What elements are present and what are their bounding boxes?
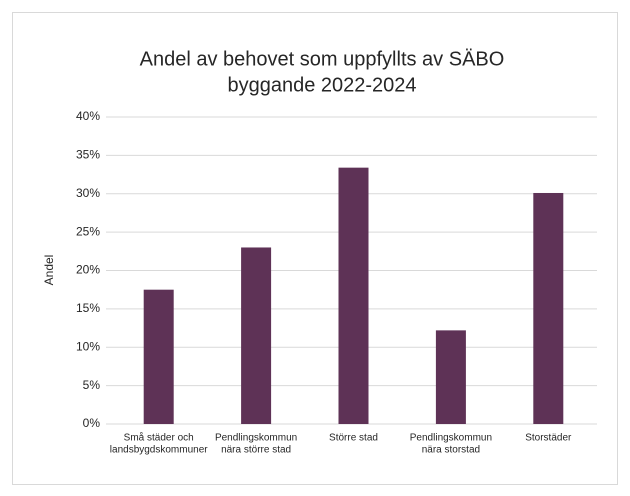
bar [338, 167, 369, 424]
x-tick-label: Små städer och [124, 432, 194, 444]
y-tick-label: 25% [76, 224, 100, 238]
y-axis-label: Andel [42, 255, 56, 286]
x-tick-label: nära större stad [221, 445, 291, 456]
y-tick-label: 0% [83, 416, 101, 430]
y-tick-label: 30% [76, 186, 100, 200]
x-tick-label: landsbygdskommuner [110, 445, 208, 456]
x-tick-label: Storstäder [525, 433, 572, 444]
x-tick-label: Större stad [329, 433, 378, 444]
x-tick-label: Pendlingskommun [410, 433, 492, 444]
y-tick-label: 35% [76, 148, 100, 162]
chart-title: Andel av behovet som uppfyllts av SÄBO [140, 48, 505, 70]
y-tick-label: 10% [76, 339, 100, 353]
bar [241, 247, 272, 424]
y-tick-label: 40% [76, 109, 100, 123]
y-tick-label: 15% [76, 301, 100, 315]
x-tick-label: nära storstad [422, 445, 480, 456]
y-tick-label: 5% [83, 378, 101, 392]
chart-title: byggande 2022-2024 [227, 74, 416, 96]
chart-frame [12, 12, 618, 485]
y-tick-label: 20% [76, 263, 100, 277]
x-tick-label: Pendlingskommun [215, 433, 297, 444]
bar [533, 192, 564, 424]
bar [143, 289, 174, 424]
bar [435, 330, 466, 424]
